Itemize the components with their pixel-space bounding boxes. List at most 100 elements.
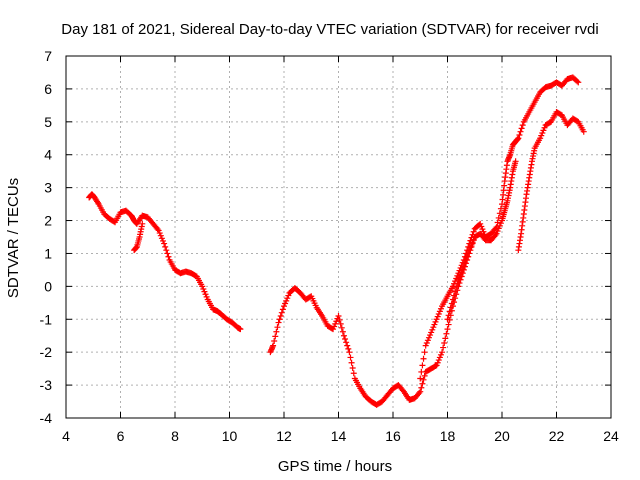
data-point <box>537 135 544 142</box>
y-tick-label: 3 <box>44 180 52 196</box>
data-point <box>447 304 454 311</box>
y-tick-label: -4 <box>40 410 53 426</box>
data-point <box>199 283 206 290</box>
data-point <box>274 324 281 331</box>
x-tick-label: 6 <box>117 428 125 444</box>
data-point <box>420 355 427 362</box>
data-point <box>470 236 477 243</box>
data-point <box>160 237 167 244</box>
data-point <box>203 293 210 300</box>
data-point <box>433 316 440 323</box>
data-point <box>345 345 352 352</box>
data-point <box>281 303 287 310</box>
data-point <box>283 297 290 304</box>
data-point <box>465 250 472 257</box>
data-point <box>459 266 466 273</box>
data-point <box>467 244 474 251</box>
data-point <box>496 222 503 229</box>
data-point <box>164 250 171 257</box>
data-point <box>155 227 162 234</box>
data-point <box>333 318 340 325</box>
data-point <box>273 328 280 335</box>
data-point <box>429 326 436 333</box>
data-point <box>515 135 522 142</box>
data-point <box>444 326 451 333</box>
grid-layer <box>66 56 611 418</box>
data-point <box>574 78 581 85</box>
data-point <box>202 291 209 298</box>
y-tick-label: 0 <box>44 278 52 294</box>
data-point <box>538 132 545 139</box>
x-tick-label: 18 <box>440 428 456 444</box>
data-point <box>272 333 279 340</box>
data-point <box>518 125 525 132</box>
data-point <box>478 223 485 230</box>
data-point <box>420 376 427 383</box>
data-point <box>161 240 168 247</box>
data-series-segment-2 <box>131 220 146 254</box>
data-point <box>338 324 345 331</box>
x-tick-label: 14 <box>331 428 347 444</box>
data-point <box>165 253 172 260</box>
data-point <box>434 313 441 320</box>
data-point <box>200 285 207 292</box>
data-point <box>440 344 447 351</box>
x-tick-label: 10 <box>222 428 238 444</box>
data-point <box>448 300 455 307</box>
data-point <box>421 349 428 356</box>
data-point <box>158 235 165 242</box>
data-point <box>435 357 442 364</box>
data-point <box>418 384 425 391</box>
data-point <box>430 324 437 331</box>
data-point <box>480 228 487 235</box>
data-point <box>493 230 500 237</box>
data-point <box>347 354 354 361</box>
data-point <box>494 219 501 226</box>
data-point <box>427 332 434 339</box>
data-point <box>435 311 442 318</box>
data-point <box>348 359 355 366</box>
y-tick-label: 4 <box>44 147 52 163</box>
data-point <box>271 337 278 344</box>
data-point <box>470 228 477 235</box>
data-point <box>340 332 347 339</box>
data-series-segment-3 <box>267 234 478 408</box>
data-point <box>539 130 546 137</box>
data-point <box>418 368 425 375</box>
data-point <box>336 316 343 323</box>
y-tick-label: 2 <box>44 213 52 229</box>
data-point <box>463 257 470 264</box>
data-point <box>460 263 467 270</box>
data-point <box>344 342 351 349</box>
x-tick-label: 4 <box>62 428 70 444</box>
data-point <box>419 380 426 387</box>
data-point <box>346 349 353 356</box>
x-tick-label: 16 <box>385 428 401 444</box>
y-tick-label: 5 <box>44 114 52 130</box>
data-point <box>580 128 587 135</box>
data-point <box>461 260 468 267</box>
data-point <box>457 271 464 278</box>
data-point <box>479 226 486 233</box>
x-tick-label: 8 <box>171 428 179 444</box>
data-point <box>339 328 346 335</box>
data-point <box>575 79 582 86</box>
data-point <box>162 243 169 250</box>
data-point <box>332 320 339 327</box>
data-point <box>343 339 350 346</box>
data-point <box>421 372 428 379</box>
data-point <box>428 329 435 336</box>
data-point <box>278 309 285 316</box>
data-point <box>441 339 448 346</box>
data-point <box>342 336 349 343</box>
data-point <box>436 354 443 361</box>
x-tick-label: 24 <box>603 428 619 444</box>
y-tick-label: -1 <box>40 311 53 327</box>
data-point <box>446 308 453 315</box>
data-point <box>139 220 146 227</box>
data-point <box>276 316 283 323</box>
data-point <box>433 362 440 369</box>
data-point <box>469 239 476 246</box>
data-point <box>495 225 502 232</box>
